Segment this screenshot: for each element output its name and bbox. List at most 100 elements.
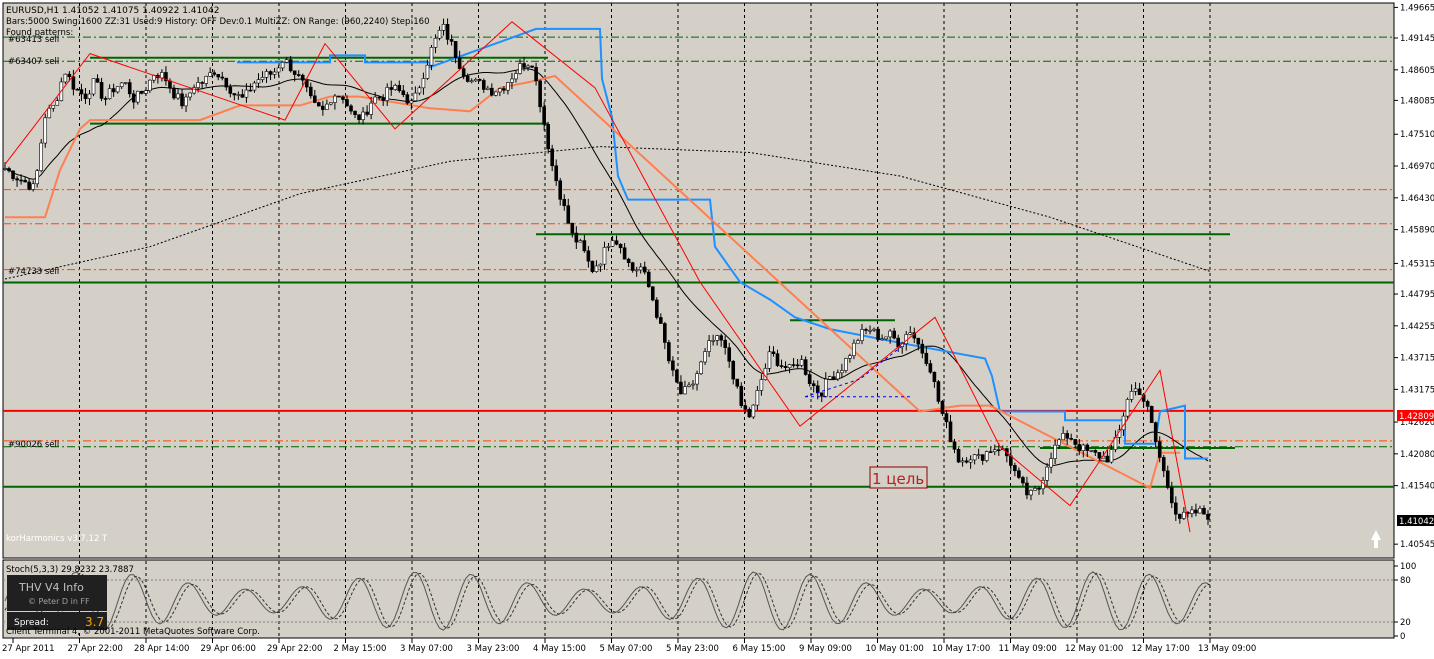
price-axis: 1.49665 1.49145 1.48605 1.48085 1.47510 1.469… [3, 3, 1434, 642]
stoch-tick-label: 0 [1400, 632, 1405, 642]
candle-body [992, 449, 997, 452]
candle-body [486, 87, 490, 90]
candle-body [940, 401, 945, 414]
symbol-line: EURUSD,H1 1.41052 1.41075 1.40922 1.4104… [6, 6, 219, 16]
main-plot-area[interactable] [2, 2, 1395, 559]
y-tick-label: 1.46430 [1400, 194, 1434, 204]
target-label-box[interactable] [869, 466, 928, 489]
candle-body [349, 105, 353, 112]
candle-body [131, 93, 136, 103]
candle-body [449, 39, 454, 42]
candle-body [172, 87, 176, 99]
candle-body [840, 370, 844, 374]
candle-body [385, 87, 390, 101]
candle-body [671, 360, 675, 371]
candle-body [944, 413, 949, 423]
y-tick-label: 1.48605 [1400, 66, 1434, 76]
candle-body [642, 266, 647, 273]
candle-body [779, 365, 784, 367]
x-tick-label: 5 May 07:00 [600, 644, 653, 654]
candle-body [268, 71, 273, 75]
candle-body [353, 110, 357, 115]
candle-body [667, 342, 671, 362]
harmonic-pattern-lines [804, 343, 912, 398]
candle-body [63, 73, 68, 83]
level-label-2: #63407 sell [8, 57, 59, 67]
moving-average-slow [4, 146, 1211, 280]
candle-body [1013, 465, 1017, 472]
candle-body [739, 385, 744, 406]
candle-body [236, 94, 241, 96]
candle-body [711, 340, 715, 342]
candle-body [1157, 441, 1162, 458]
candle-body [1165, 470, 1170, 488]
candle-body [204, 76, 208, 84]
candle-body [139, 90, 144, 94]
candle-body [325, 103, 329, 110]
candle-body [638, 266, 643, 271]
candle-body [755, 390, 760, 406]
candle-body [15, 178, 19, 181]
candle-body [538, 80, 542, 108]
candles [3, 18, 1210, 526]
candle-body [300, 74, 305, 81]
candle-body [654, 299, 659, 318]
candle-body [401, 90, 406, 96]
candle-body [99, 82, 104, 99]
candle-body [980, 454, 985, 461]
candle-body [602, 247, 607, 265]
candle-body [280, 61, 285, 69]
candle-body [1089, 450, 1094, 452]
candle-body [148, 79, 152, 91]
candle-body [180, 93, 184, 107]
trailing-stop-orange [5, 74, 1180, 490]
candle-body [445, 24, 450, 40]
candle-body [417, 87, 422, 94]
candle-body [135, 90, 140, 103]
candle-body [852, 342, 856, 357]
candle-body [276, 67, 281, 73]
candle-body [87, 93, 92, 99]
x-tick-label: 13 May 09:00 [1198, 644, 1256, 654]
y-tick-label: 1.42620 [1400, 418, 1434, 428]
status-line: Bars:5000 Swing:1600 ZZ:31 Used:9 Histor… [6, 17, 430, 27]
candle-body [1069, 438, 1074, 440]
candle-body [956, 449, 961, 463]
y-tick-label: 1.47510 [1400, 130, 1434, 140]
candle-body [566, 205, 571, 224]
stochastic-title: Stoch(5,3,3) 29.8232 23.7887 [6, 565, 134, 575]
y-tick-label: 1.48085 [1400, 96, 1434, 106]
candle-body [144, 90, 148, 94]
candle-body [735, 378, 740, 387]
x-tick-label: 11 May 09:00 [999, 644, 1057, 654]
candle-body [168, 80, 172, 89]
x-tick-label: 27 Apr 2011 [2, 644, 55, 654]
stochastic-plot-area[interactable] [2, 559, 1395, 639]
x-tick-label: 6 May 15:00 [733, 644, 786, 654]
candle-body [695, 373, 699, 385]
candle-body [1077, 444, 1082, 451]
candle-body [622, 247, 627, 260]
candle-body [691, 383, 695, 386]
candle-body [884, 336, 888, 340]
candle-body [119, 82, 124, 87]
candle-body [558, 180, 563, 200]
candle-body [872, 328, 876, 331]
candle-body [397, 85, 402, 92]
candle-body [413, 92, 418, 102]
candle-body [1161, 457, 1166, 472]
candle-body [1057, 439, 1061, 446]
candle-body [634, 269, 639, 272]
candle-body [107, 88, 112, 100]
last-price-tag [1397, 515, 1434, 526]
candle-body [659, 317, 663, 324]
candle-body [675, 369, 679, 383]
candle-body [803, 359, 808, 375]
candle-body [296, 74, 301, 76]
candle-body [1021, 477, 1025, 484]
candle-body [759, 379, 764, 391]
candle-body [377, 96, 381, 99]
candle-body [996, 449, 1001, 452]
